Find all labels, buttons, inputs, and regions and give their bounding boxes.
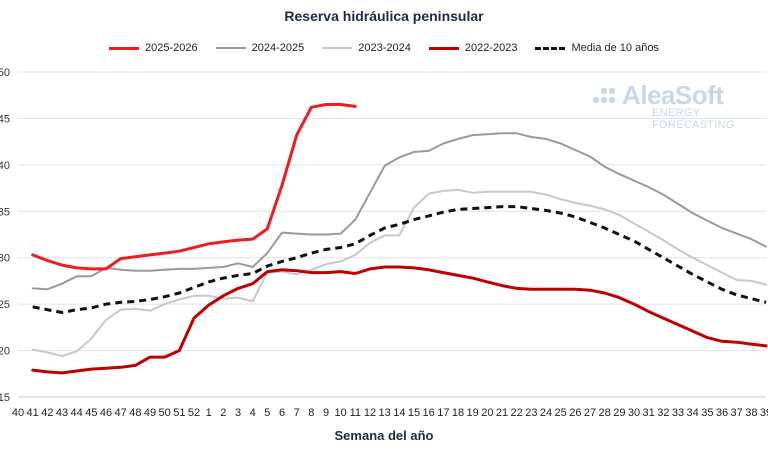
x-tick-label: 15 (408, 407, 420, 419)
legend-label: 2024-2025 (251, 42, 305, 54)
x-tick-label: 37 (731, 407, 743, 419)
x-tick-label: 22 (511, 407, 523, 419)
x-tick-label: 30 (628, 407, 640, 419)
x-tick-label: 43 (56, 407, 68, 419)
x-tick-label: 10 (335, 407, 347, 419)
x-tick-label: 9 (323, 407, 329, 419)
x-tick-label: 28 (599, 407, 611, 419)
y-tick-label: 40 (0, 160, 10, 172)
x-tick-label: 29 (613, 407, 625, 419)
x-tick-label: 44 (71, 407, 83, 419)
y-tick-label: 50 (0, 67, 10, 79)
x-tick-label: 47 (115, 407, 127, 419)
x-tick-label: 25 (555, 407, 567, 419)
x-tick-label: 8 (308, 407, 314, 419)
aleasoft-logo: AleaSoft ENERGY FORECASTING (592, 80, 762, 131)
legend-item: 2023-2024 (322, 42, 411, 54)
series-line-2025-2026 (31, 103, 357, 271)
legend-swatch (322, 47, 353, 49)
series-line-2024-2025 (31, 132, 767, 291)
x-tick-label: 19 (467, 407, 479, 419)
x-tick-label: 34 (687, 407, 699, 419)
legend-label: 2023-2024 (358, 42, 411, 54)
series-line-media-de-10-a-os (32, 205, 767, 314)
x-tick-label: 20 (481, 407, 493, 419)
x-tick-label: 6 (279, 407, 285, 419)
chart-title: Reserva hidráulica peninsular (284, 8, 484, 24)
y-tick-label: 20 (0, 346, 10, 358)
y-tick-label: 30 (0, 253, 10, 265)
x-tick-label: 1 (206, 407, 212, 419)
y-tick-label: 15 (0, 392, 10, 404)
y-tick-label: 35 (0, 206, 10, 218)
x-tick-label: 35 (701, 407, 713, 419)
x-tick-label: 5 (264, 407, 270, 419)
x-tick-label: 17 (437, 407, 449, 419)
x-tick-label: 52 (188, 407, 200, 419)
legend-swatch (428, 46, 459, 50)
legend-swatch (215, 47, 246, 49)
x-tick-label: 45 (85, 407, 97, 419)
x-tick-label: 11 (350, 407, 361, 419)
x-tick-label: 18 (452, 407, 464, 419)
x-tick-label: 13 (379, 407, 391, 419)
logo-name: AleaSoft (622, 80, 724, 110)
x-tick-label: 14 (393, 407, 405, 419)
logo-dots-icon (592, 87, 616, 104)
x-tick-label: 50 (159, 407, 171, 419)
x-tick-label: 2 (220, 407, 226, 419)
legend: 2025-2026 2024-2025 2023-2024 2022-2023 Medi… (0, 42, 768, 54)
x-axis-label: Semana del año (334, 428, 434, 443)
x-tick-label: 39 (760, 407, 768, 419)
x-tick-label: 24 (540, 407, 552, 419)
legend-label: Media de 10 años (571, 42, 659, 54)
legend-swatch (535, 46, 566, 50)
x-tick-label: 40 (12, 407, 24, 419)
legend-item: Media de 10 años (535, 42, 659, 54)
x-tick-label: 41 (27, 407, 39, 419)
x-tick-label: 33 (672, 407, 684, 419)
x-tick-label: 36 (716, 407, 728, 419)
legend-swatch (109, 46, 140, 50)
x-tick-label: 48 (129, 407, 141, 419)
x-tick-label: 51 (173, 407, 185, 419)
x-tick-label: 12 (364, 407, 376, 419)
x-tick-label: 38 (745, 407, 757, 419)
logo-subtitle: ENERGY FORECASTING (652, 107, 735, 131)
legend-item: 2025-2026 (109, 42, 198, 54)
series-line-2023-2024 (31, 188, 767, 358)
x-tick-label: 31 (643, 407, 655, 419)
x-tick-label: 3 (235, 407, 241, 419)
x-tick-label: 21 (496, 407, 508, 419)
x-tick-label: 27 (584, 407, 596, 419)
legend-label: 2025-2026 (145, 42, 198, 54)
x-tick-label: 49 (144, 407, 156, 419)
y-tick-label: 25 (0, 299, 10, 311)
x-tick-label: 46 (100, 407, 112, 419)
legend-item: 2024-2025 (215, 42, 305, 54)
x-tick-label: 16 (423, 407, 435, 419)
x-tick-label: 23 (525, 407, 537, 419)
x-tick-label: 42 (41, 407, 53, 419)
x-tick-label: 32 (657, 407, 669, 419)
legend-item: 2022-2023 (428, 42, 518, 54)
legend-label: 2022-2023 (464, 42, 518, 54)
x-tick-label: 7 (294, 407, 300, 419)
series-line-2022-2023 (31, 265, 768, 375)
y-tick-label: 45 (0, 113, 10, 125)
x-tick-label: 26 (569, 407, 581, 419)
x-tick-label: 4 (250, 407, 256, 419)
